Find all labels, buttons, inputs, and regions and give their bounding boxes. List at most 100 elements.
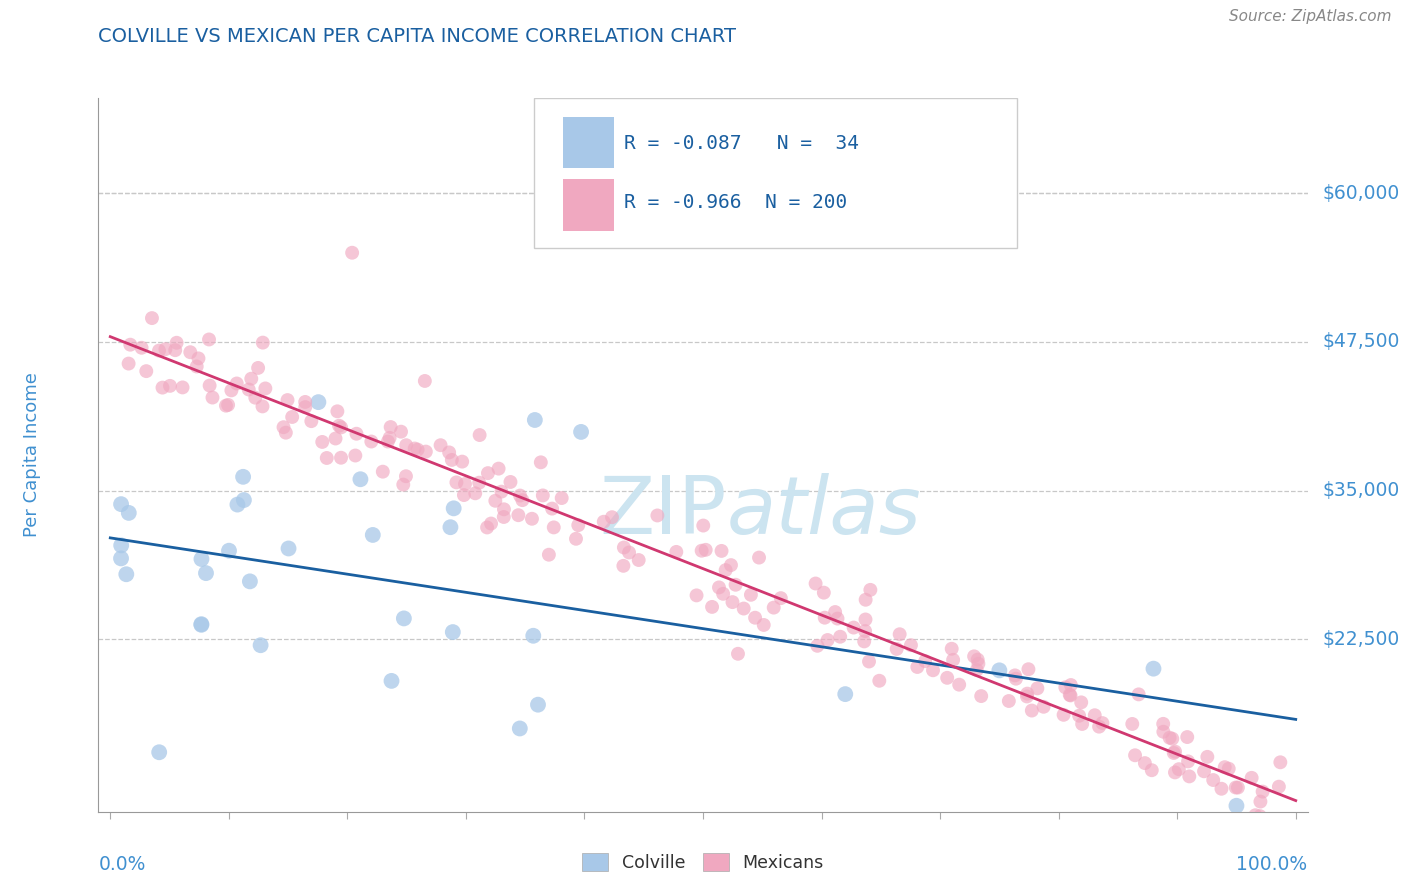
Text: R = -0.087   N =  34: R = -0.087 N = 34 (624, 134, 859, 153)
Point (437, 445, 460, 459)
Point (690, 543, 713, 558)
Point (710, 544, 733, 558)
Point (665, 545, 688, 559)
Text: $47,500: $47,500 (1322, 333, 1399, 351)
Point (714, 563, 737, 577)
Point (966, 652, 988, 666)
Point (349, 472, 371, 486)
Point (221, 384, 243, 398)
Point (627, 553, 650, 567)
Point (520, 512, 543, 526)
Point (252, 400, 274, 414)
Point (509, 489, 531, 503)
FancyBboxPatch shape (562, 117, 613, 169)
Point (936, 671, 959, 685)
Point (441, 625, 464, 640)
Point (254, 381, 277, 395)
Point (492, 502, 515, 516)
Point (1069, 708, 1091, 723)
Point (905, 660, 928, 674)
Point (187, 351, 209, 366)
Point (647, 508, 669, 523)
Point (600, 510, 623, 524)
Point (592, 515, 614, 529)
Text: R = -0.966  N = 200: R = -0.966 N = 200 (624, 194, 848, 212)
Point (853, 624, 876, 638)
Point (543, 520, 565, 534)
Point (299, 414, 322, 428)
Point (1059, 689, 1081, 703)
Point (118, 506, 141, 520)
Point (451, 455, 474, 469)
Point (232, 470, 254, 484)
Text: 0.0%: 0.0% (98, 855, 146, 873)
Point (190, 617, 212, 632)
Point (1268, 780, 1291, 794)
Point (395, 469, 418, 483)
Point (1060, 678, 1083, 692)
Point (817, 633, 839, 648)
Point (612, 558, 634, 573)
Point (307, 395, 329, 409)
Point (340, 245, 363, 260)
Point (315, 450, 337, 465)
Point (201, 391, 224, 405)
Point (695, 542, 717, 557)
Point (247, 360, 270, 375)
Point (813, 585, 835, 599)
Point (439, 520, 461, 534)
Point (1164, 745, 1187, 759)
Point (859, 582, 882, 597)
Point (294, 395, 316, 409)
Point (395, 438, 418, 452)
Point (440, 453, 463, 467)
Point (484, 493, 506, 508)
Point (853, 634, 876, 648)
Point (530, 455, 553, 469)
Point (488, 461, 510, 475)
Point (328, 418, 350, 433)
Point (886, 642, 908, 657)
Point (245, 391, 267, 405)
Point (970, 689, 993, 703)
Point (804, 576, 827, 591)
Point (499, 475, 522, 489)
Point (733, 601, 755, 615)
Point (1159, 731, 1181, 745)
Point (330, 420, 353, 434)
Point (346, 426, 368, 441)
Point (1052, 707, 1074, 722)
Point (1249, 809, 1271, 823)
Point (276, 393, 298, 408)
Point (326, 404, 349, 418)
Point (727, 647, 749, 661)
Point (172, 380, 194, 394)
Point (900, 638, 922, 652)
Point (155, 342, 177, 356)
Point (855, 592, 877, 607)
Point (464, 486, 486, 500)
Point (389, 425, 412, 439)
Point (762, 600, 785, 615)
Point (827, 611, 849, 625)
Point (198, 378, 221, 392)
Point (842, 621, 865, 635)
Point (239, 574, 262, 589)
Point (135, 364, 157, 378)
Point (550, 491, 572, 505)
Point (148, 343, 170, 358)
Point (512, 493, 534, 508)
Point (378, 431, 401, 445)
Point (1091, 716, 1114, 731)
Point (446, 475, 468, 490)
Point (218, 543, 240, 558)
Point (1213, 760, 1236, 774)
Point (344, 449, 367, 463)
Point (868, 673, 890, 688)
Point (720, 558, 742, 573)
Point (166, 335, 188, 350)
Point (692, 518, 714, 533)
Point (1088, 720, 1111, 734)
Point (1054, 681, 1077, 695)
Point (711, 587, 734, 601)
